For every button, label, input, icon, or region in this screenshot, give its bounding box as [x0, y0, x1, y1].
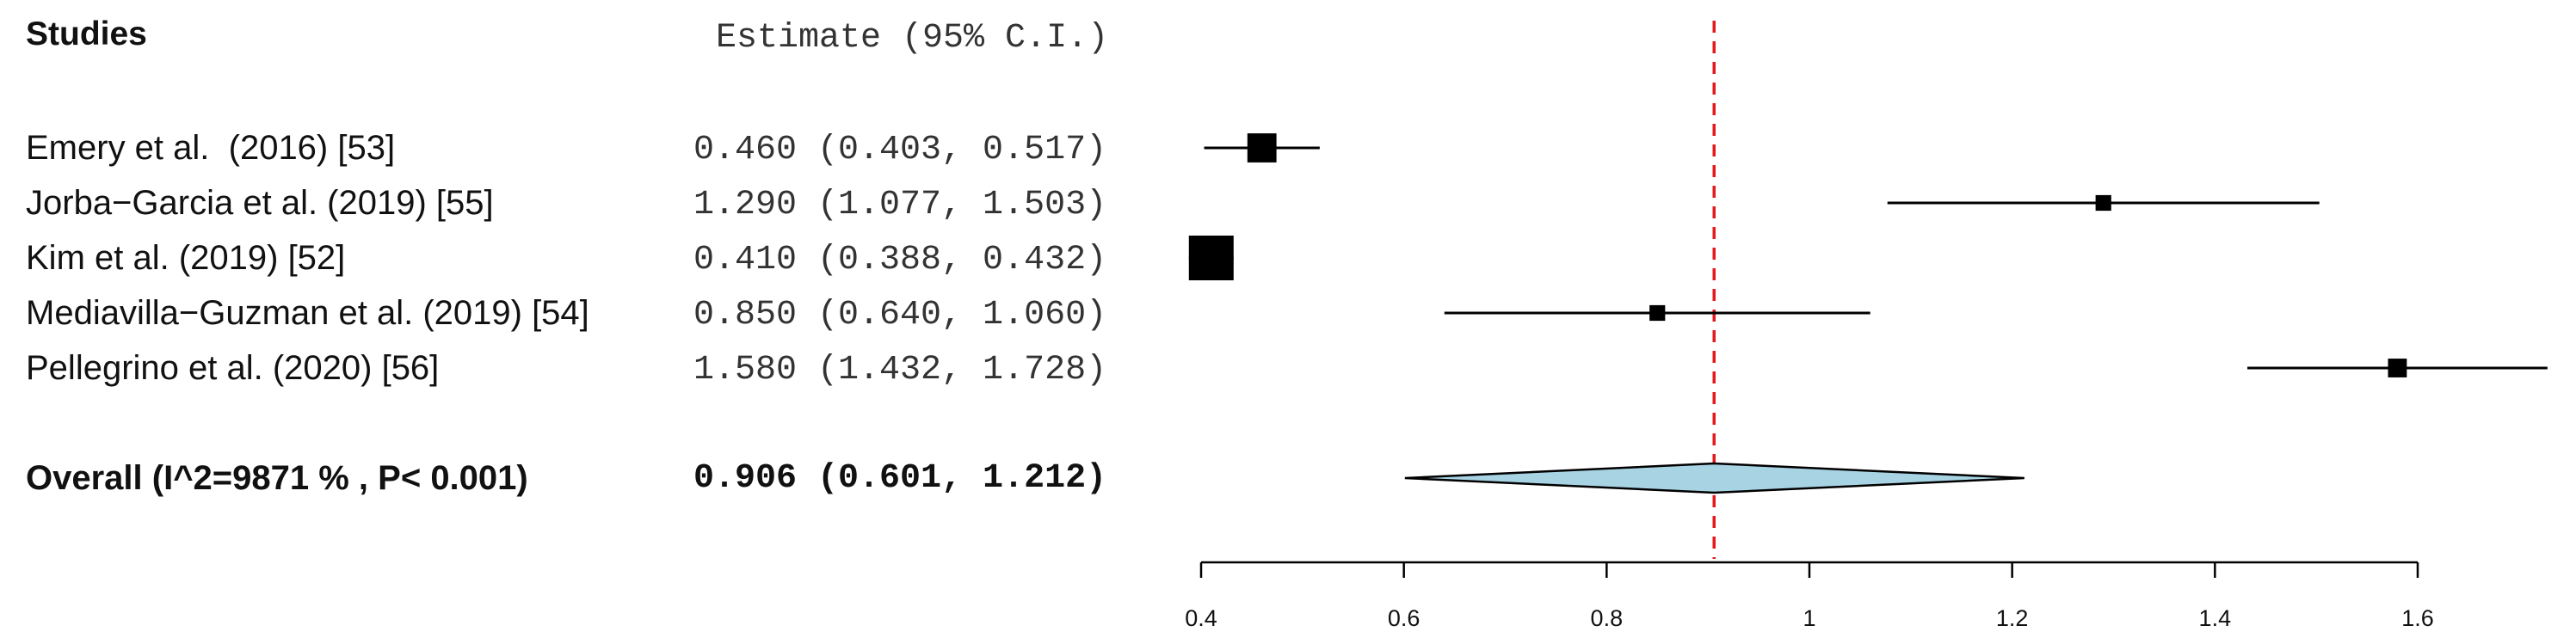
study-marker	[2388, 359, 2407, 377]
x-tick-label: 0.4	[1185, 605, 1217, 631]
study-marker	[1649, 304, 1666, 322]
estimate-header: Estimate (95% C.I.)	[716, 19, 1109, 58]
x-tick-label: 1.2	[1996, 605, 2029, 631]
x-tick-label: 1	[1803, 605, 1815, 631]
study-marker	[2095, 194, 2111, 212]
x-tick-label: 1.6	[2401, 605, 2434, 631]
study-marker	[1188, 236, 1234, 280]
overall-label: Overall (I^2=9871 % , P< 0.001)	[26, 459, 528, 497]
x-tick-label: 0.6	[1388, 605, 1420, 631]
study-marker	[1247, 133, 1277, 163]
overall-estimate: 0.906 (0.601, 1.212)	[693, 459, 1107, 498]
study-estimate: 0.410 (0.388, 0.432)	[693, 241, 1107, 279]
study-label: Jorba−Garcia et al. (2019) [55]	[26, 184, 494, 222]
x-tick-label: 0.8	[1591, 605, 1624, 631]
studies-header: Studies	[26, 15, 147, 52]
x-tick-label: 1.4	[2199, 605, 2232, 631]
study-estimate: 0.460 (0.403, 0.517)	[693, 131, 1107, 169]
study-label: Pellegrino et al. (2020) [56]	[26, 349, 440, 387]
study-label: Emery et al. (2016) [53]	[26, 129, 396, 167]
study-estimate: 1.290 (1.077, 1.503)	[693, 186, 1107, 224]
study-estimate: 0.850 (0.640, 1.060)	[693, 296, 1107, 334]
study-label: Mediavilla−Guzman et al. (2019) [54]	[26, 294, 589, 332]
study-label: Kim et al. (2019) [52]	[26, 239, 346, 277]
study-estimate: 1.580 (1.432, 1.728)	[693, 351, 1107, 390]
overall-diamond	[1404, 462, 2024, 494]
